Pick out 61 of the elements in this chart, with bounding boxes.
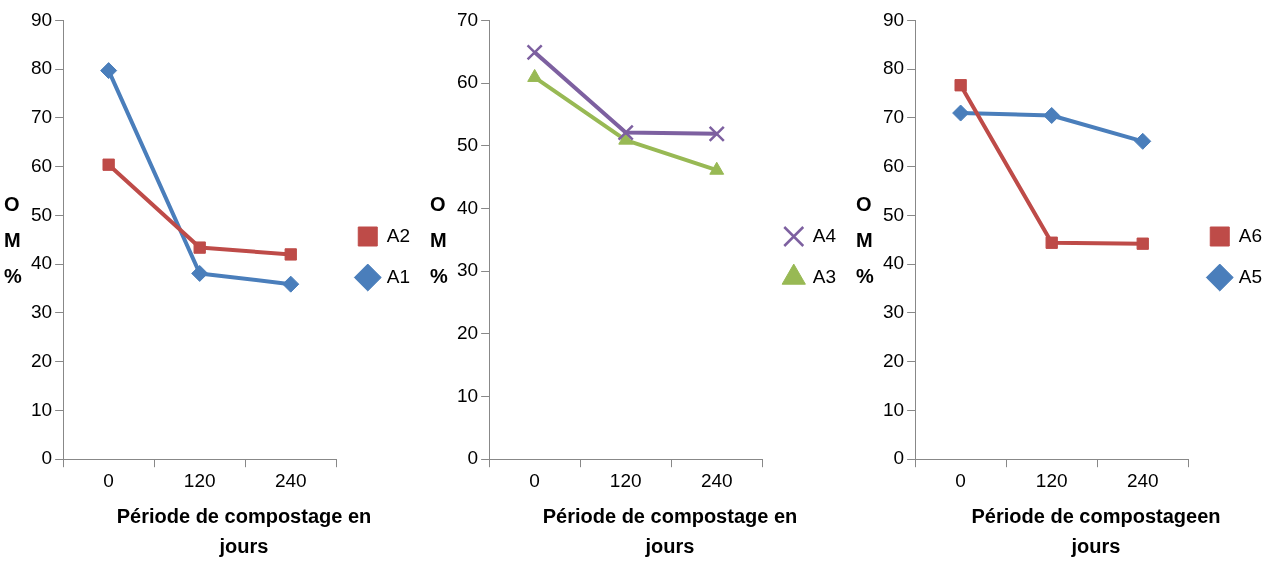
y-tick-label: 30	[30, 301, 53, 323]
y-tick-label: 50	[882, 203, 905, 225]
y-tick-label: 20	[882, 349, 905, 371]
y-tick-label: 20	[30, 349, 53, 371]
x-tick-label: 240	[1126, 469, 1159, 491]
point	[284, 248, 297, 261]
point	[1045, 236, 1058, 249]
y-tick-label: 50	[30, 203, 53, 225]
point	[102, 158, 115, 171]
x-tick-label: 120	[1035, 469, 1068, 491]
x-tick-label: 0	[529, 469, 540, 491]
legend-label: A1	[386, 265, 411, 287]
point	[100, 62, 118, 80]
y-axis-title: O M %	[430, 192, 448, 289]
point	[193, 241, 206, 254]
x-tick-label: 240	[274, 469, 307, 491]
y-tick-label: 10	[456, 384, 479, 406]
point	[1043, 106, 1061, 124]
y-tick-label: 30	[882, 301, 905, 323]
x-axis-title: Période de compostageen jours	[970, 504, 1222, 559]
y-tick-label: 40	[882, 252, 905, 274]
x-axis-title: Période de compostage en jours	[115, 504, 373, 559]
y-tick-label: 70	[456, 8, 479, 30]
y-tick-label: 0	[467, 447, 479, 469]
y-tick-label: 90	[30, 8, 53, 30]
y-tick-label: 30	[456, 259, 479, 281]
point	[1136, 237, 1149, 250]
legend-label: A2	[386, 224, 411, 246]
y-tick-label: 0	[893, 447, 905, 469]
y-tick-label: 60	[30, 154, 53, 176]
y-tick-label: 40	[30, 252, 53, 274]
x-tick-label: 0	[955, 469, 966, 491]
y-tick-label: 10	[30, 398, 53, 420]
x-axis-title: Période de compostage en jours	[541, 504, 799, 559]
point	[1134, 132, 1152, 150]
y-tick-label: 60	[882, 154, 905, 176]
point	[191, 264, 209, 282]
y-tick-label: 90	[882, 8, 905, 30]
point	[282, 275, 300, 293]
y-tick-label: 70	[882, 106, 905, 128]
point	[952, 104, 970, 122]
legend-label: A5	[1238, 265, 1263, 287]
y-axis-title: O M %	[4, 192, 22, 289]
legend-label: A4	[812, 224, 837, 246]
y-tick-label: 0	[41, 447, 53, 469]
legend-label: A3	[812, 265, 837, 287]
y-tick-label: 60	[456, 71, 479, 93]
legend-label: A6	[1238, 224, 1263, 246]
x-tick-label: 240	[700, 469, 733, 491]
y-tick-label: 40	[456, 196, 479, 218]
y-tick-label: 20	[456, 322, 479, 344]
x-tick-label: 120	[183, 469, 216, 491]
x-tick-label: 0	[103, 469, 114, 491]
y-axis-title: O M %	[856, 192, 874, 289]
y-tick-label: 70	[30, 106, 53, 128]
x-tick-label: 120	[609, 469, 642, 491]
y-tick-label: 10	[882, 398, 905, 420]
y-tick-label: 80	[30, 57, 53, 79]
point	[954, 79, 967, 92]
y-tick-label: 50	[456, 134, 479, 156]
y-tick-label: 80	[882, 57, 905, 79]
